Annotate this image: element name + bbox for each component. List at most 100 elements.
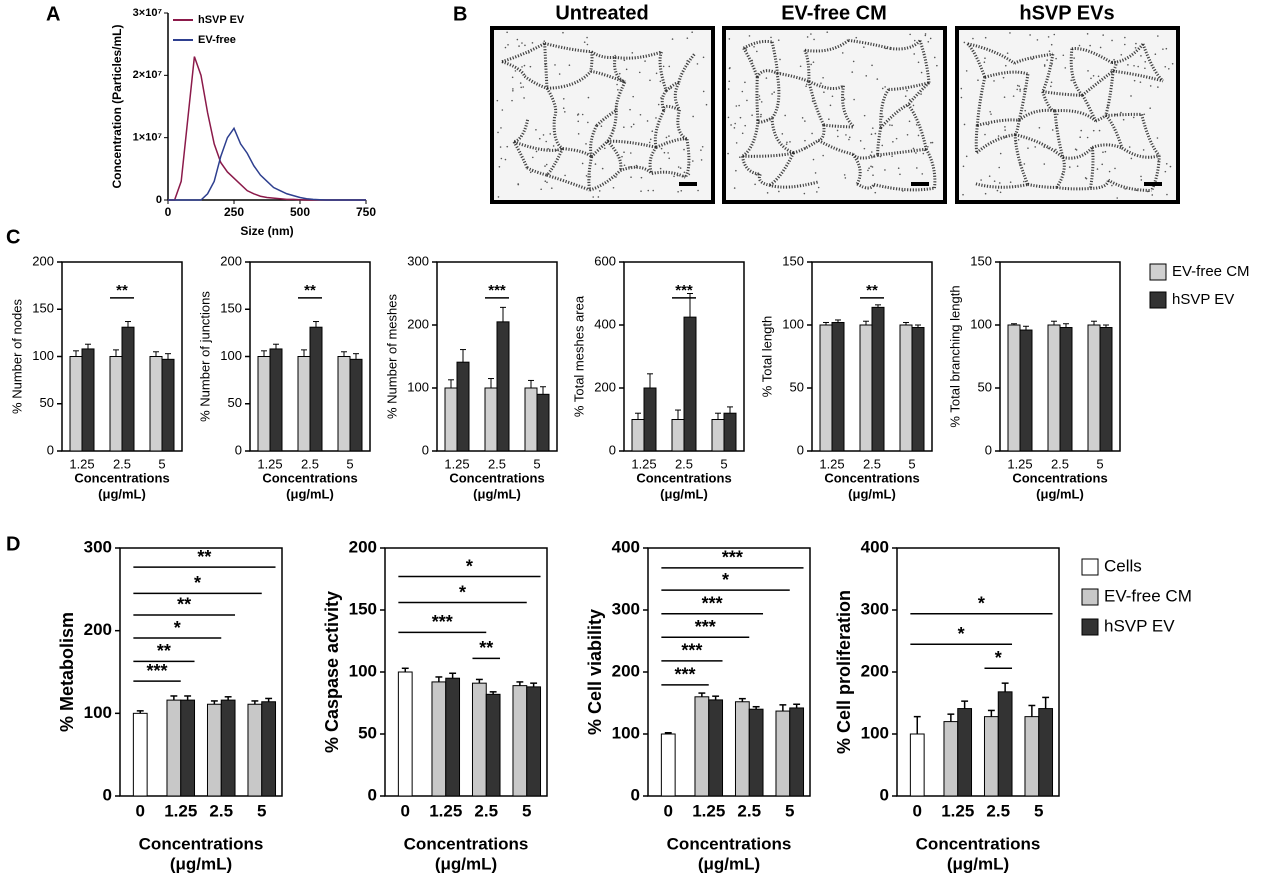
tube <box>589 169 622 192</box>
cell-dot <box>923 149 926 152</box>
cell-dot <box>836 129 839 132</box>
series-line <box>168 56 366 201</box>
bar <box>859 324 873 452</box>
y-tick-label: 200 <box>32 253 54 268</box>
bar <box>297 356 311 452</box>
y-tick-label: 300 <box>84 537 112 556</box>
cell-dot <box>1102 151 1104 154</box>
x-tick-label: 750 <box>356 205 376 219</box>
x-tick-label: 0 <box>664 801 673 820</box>
bar <box>909 733 925 797</box>
cell-dot <box>1047 147 1049 150</box>
cell-dot <box>823 91 825 94</box>
cell-dot <box>625 68 628 71</box>
panel-label: C <box>6 226 20 248</box>
cell-dot <box>523 64 526 67</box>
cell-dot <box>1029 34 1031 36</box>
y-tick-label: 50 <box>978 379 992 394</box>
x-tick-label: 2.5 <box>737 801 761 820</box>
y-tick-label: 2×10⁷ <box>133 69 163 81</box>
cell-dot <box>884 86 886 88</box>
cell-dot <box>668 65 671 68</box>
cell-dot <box>1110 69 1113 71</box>
cell-dot <box>644 60 646 62</box>
bar <box>1047 324 1061 452</box>
y-tick-label: 100 <box>349 661 377 680</box>
tube <box>1054 109 1097 123</box>
cell-dot <box>1102 34 1104 36</box>
legend-swatch <box>1149 263 1167 281</box>
y-tick-label: 0 <box>985 442 992 457</box>
cell-dot <box>1132 116 1135 119</box>
cell-dot <box>765 77 768 79</box>
cell-dot <box>665 136 668 139</box>
tube <box>808 79 845 91</box>
cell-dot <box>874 132 877 135</box>
cell-dot <box>1165 47 1168 50</box>
bar <box>180 699 196 797</box>
legend-label: hSVP EV <box>1172 291 1234 308</box>
y-tick-label: 200 <box>407 316 429 331</box>
y-tick-label: 0 <box>103 785 112 804</box>
cell-dot <box>497 196 500 198</box>
bar <box>943 721 959 797</box>
cell-dot <box>1050 43 1053 46</box>
cell-dot <box>601 167 604 170</box>
cell-dot <box>734 122 736 125</box>
micrograph <box>722 26 947 204</box>
tube <box>606 110 618 143</box>
cell-dot <box>998 182 1001 184</box>
x-tick-label: 2.5 <box>986 801 1010 820</box>
cell-dot <box>892 141 894 143</box>
cell-dot <box>1130 95 1132 97</box>
cell-dot <box>1165 163 1168 165</box>
cell-dot <box>516 38 519 41</box>
tube <box>770 118 795 155</box>
tube <box>879 88 890 128</box>
cell-dot <box>662 65 665 68</box>
cell-dot <box>933 56 936 59</box>
cell-dot <box>635 166 638 169</box>
cell-dot <box>1061 172 1063 175</box>
cell-dot <box>659 167 662 170</box>
cell-dot <box>585 175 588 177</box>
tube <box>613 57 626 84</box>
x-axis-label: (μg/mL) <box>473 486 521 501</box>
cell-dot <box>529 65 532 68</box>
y-tick-label: 150 <box>220 301 242 316</box>
cell-dot <box>629 166 631 168</box>
cell-dot <box>1009 32 1011 34</box>
bar <box>81 348 95 452</box>
cell-dot <box>621 155 623 158</box>
cell-dot <box>702 90 705 93</box>
tube <box>587 156 594 191</box>
cell-dot <box>1113 58 1115 61</box>
cell-dot <box>692 160 694 162</box>
cell-dot <box>1016 88 1018 91</box>
cell-dot <box>1105 143 1108 146</box>
significance-label: *** <box>722 548 743 568</box>
cell-dot <box>751 114 753 116</box>
significance-label: *** <box>432 612 453 632</box>
tube <box>544 41 592 54</box>
bar <box>1038 708 1054 797</box>
cell-dot <box>564 174 566 177</box>
cell-dot <box>1149 85 1152 87</box>
cell-dot <box>1135 189 1138 192</box>
cell-dot <box>667 152 669 154</box>
cell-dot <box>496 99 499 102</box>
cell-dot <box>1076 165 1079 167</box>
y-tick-label: 100 <box>970 316 992 331</box>
cell-dot <box>521 42 523 44</box>
tube <box>975 133 1016 154</box>
x-tick-label: 2.5 <box>113 456 131 471</box>
bar <box>899 324 913 452</box>
y-tick-label: 300 <box>407 253 429 268</box>
cell-dot <box>812 61 815 63</box>
cell-dot <box>603 147 606 150</box>
cell-dot <box>984 192 987 195</box>
cell-dot <box>705 103 708 106</box>
cell-dot <box>1124 43 1126 46</box>
cell-dot <box>615 176 617 178</box>
cell-dot <box>805 83 808 86</box>
